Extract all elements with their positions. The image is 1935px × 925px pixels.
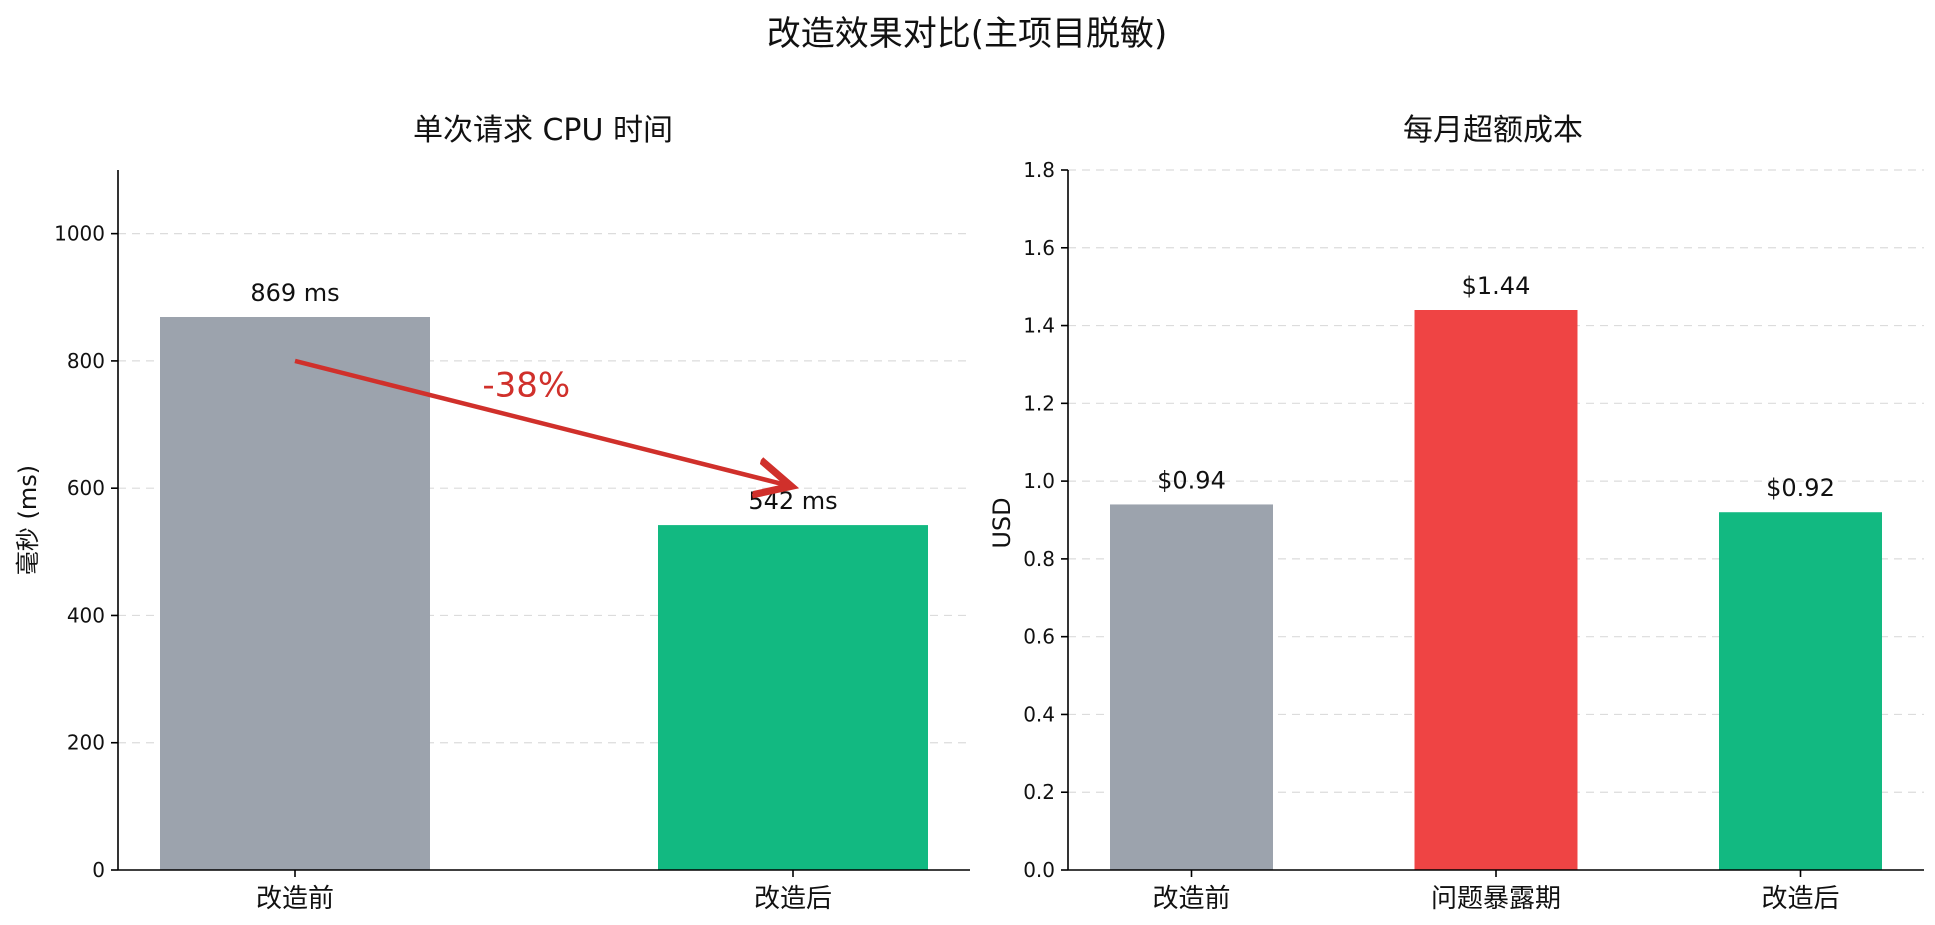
cost-y-tick-label: 1.4	[1023, 314, 1055, 338]
cpu-time-chart: 单次请求 CPU 时间 毫秒 (ms) 869 ms 542 ms 0 200 400…	[14, 113, 970, 914]
cost-y-tick-label: 0.0	[1023, 858, 1055, 882]
cost-bar	[1110, 504, 1273, 870]
cost-y-tick-label: 1.0	[1023, 469, 1055, 493]
figure-title: 改造效果对比(主项目脱敏)	[767, 14, 1168, 54]
cpu-x-tick-label: 改造前	[256, 884, 334, 914]
cpu-y-tick-label: 800	[67, 349, 105, 373]
cost-x-tick-label: 改造前	[1152, 884, 1230, 914]
cpu-y-tick-label: 200	[67, 731, 105, 755]
cost-data-label: $1.44	[1462, 272, 1531, 300]
cost-y-tick-label: 0.2	[1023, 780, 1055, 804]
change-percent-label: -38%	[482, 365, 570, 405]
cost-x-tick-label: 改造后	[1761, 884, 1839, 914]
cpu-data-label: 542 ms	[748, 487, 837, 515]
cpu-y-tick-label: 400	[67, 603, 105, 627]
cpu-x-tick-label: 改造后	[754, 884, 832, 914]
cost-y-tick-label: 0.4	[1023, 702, 1055, 726]
cost-y-tick-label: 0.6	[1023, 625, 1055, 649]
monthly-cost-chart: 每月超额成本 USD $0.94 $1.44 $0.92 0.0 0.2 0.4 0.6 0…	[988, 113, 1924, 914]
cost-x-tick-label: 问题暴露期	[1431, 884, 1561, 914]
cpu-bar	[658, 525, 928, 870]
cost-y-tick-label: 0.8	[1023, 547, 1055, 571]
cost-y-tick-label: 1.6	[1023, 236, 1055, 260]
cpu-bar	[160, 317, 430, 870]
cost-y-tick-label: 1.8	[1023, 158, 1055, 182]
cost-bar	[1414, 310, 1578, 870]
cpu-time-y-axis-label: 毫秒 (ms)	[14, 465, 42, 575]
cost-data-label: $0.92	[1766, 474, 1835, 502]
cpu-time-chart-title: 单次请求 CPU 时间	[413, 113, 673, 148]
cost-bar	[1719, 512, 1882, 870]
cpu-y-tick-label: 600	[67, 476, 105, 500]
monthly-cost-chart-title: 每月超额成本	[1403, 113, 1583, 148]
cost-data-label: $0.94	[1157, 466, 1226, 494]
cost-y-tick-label: 1.2	[1023, 391, 1055, 415]
change-arrow	[294, 358, 787, 485]
cpu-data-label: 869 ms	[250, 279, 339, 307]
monthly-cost-y-axis-label: USD	[988, 497, 1016, 548]
cpu-y-tick-label: 1000	[54, 222, 105, 246]
cpu-y-tick-label: 0	[92, 858, 105, 882]
